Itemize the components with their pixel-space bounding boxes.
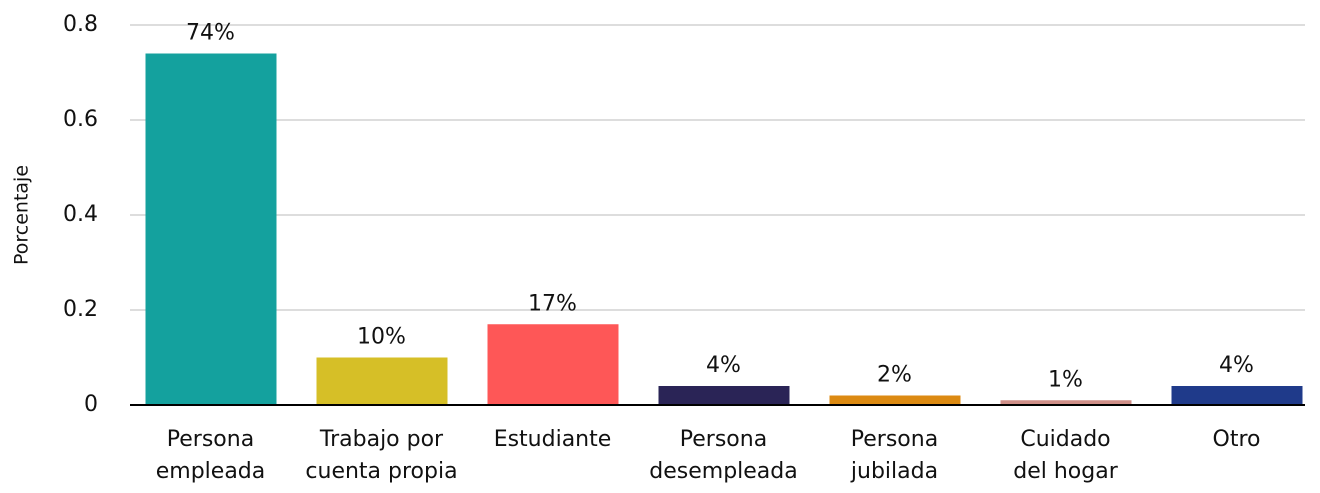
x-tick-label: Persona desempleada	[649, 427, 797, 484]
x-tick-label: Persona empleada	[156, 427, 266, 484]
y-tick-label: 0.6	[63, 107, 98, 132]
value-label: 4%	[1219, 353, 1254, 378]
y-tick-label: 0.8	[63, 12, 98, 37]
x-tick-label: Trabajo por cuenta propia	[305, 427, 457, 484]
bar	[1171, 386, 1303, 405]
y-tick-label: 0	[84, 392, 98, 417]
x-tick-label: Estudiante	[494, 427, 612, 452]
bar	[316, 357, 448, 405]
x-tick-label: Cuidado del hogar	[1013, 427, 1118, 484]
y-tick-label: 0.4	[63, 202, 98, 227]
x-tick-label: Otro	[1213, 427, 1261, 452]
bar	[487, 324, 619, 405]
y-tick-label: 0.2	[63, 297, 98, 322]
y-axis-label: Porcentaje	[11, 165, 33, 265]
x-tick-label: Persona jubilada	[850, 427, 938, 484]
value-label: 10%	[357, 325, 406, 350]
value-label: 17%	[528, 291, 577, 316]
bar	[145, 53, 277, 405]
value-label: 74%	[186, 21, 235, 46]
value-label: 1%	[1048, 367, 1083, 392]
bar	[658, 386, 790, 405]
value-label: 4%	[706, 353, 741, 378]
bar	[829, 395, 961, 405]
bar	[1000, 400, 1132, 405]
value-label: 2%	[877, 363, 912, 388]
